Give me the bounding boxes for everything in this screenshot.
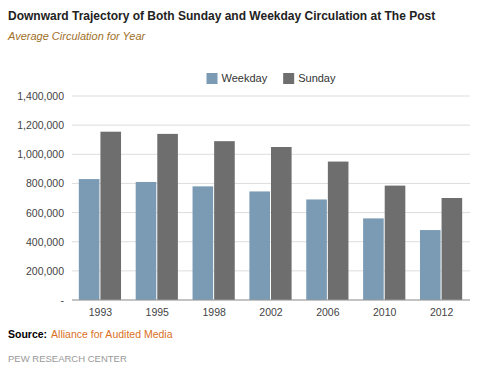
y-tick-label: 600,000 bbox=[26, 207, 64, 219]
grid bbox=[72, 96, 470, 300]
bar bbox=[363, 218, 384, 300]
grid-line bbox=[72, 300, 470, 301]
legend-label: Sunday bbox=[298, 72, 336, 84]
y-tick-label: 400,000 bbox=[26, 236, 64, 248]
bar bbox=[136, 182, 157, 300]
bar bbox=[193, 186, 214, 300]
y-tick-label: 1,400,000 bbox=[17, 90, 64, 102]
bar bbox=[420, 230, 441, 300]
legend-swatch bbox=[207, 73, 218, 84]
bar bbox=[385, 186, 406, 300]
x-tick-label: 2010 bbox=[373, 306, 397, 318]
y-tick-label: - bbox=[61, 294, 65, 306]
bar bbox=[442, 198, 463, 300]
x-tick-label: 1998 bbox=[202, 306, 226, 318]
bar bbox=[328, 162, 349, 300]
grid-line bbox=[72, 125, 470, 126]
chart: Downward Trajectory of Both Sunday and W… bbox=[0, 0, 484, 375]
legend: Weekday Sunday bbox=[207, 72, 336, 84]
bar bbox=[100, 132, 121, 300]
source-text: Alliance for Audited Media bbox=[51, 328, 173, 340]
bars bbox=[79, 132, 462, 300]
x-axis-line bbox=[72, 300, 470, 301]
y-tick-label: 800,000 bbox=[26, 177, 64, 189]
x-tick-label: 2012 bbox=[430, 306, 454, 318]
y-tick-label: 1,000,000 bbox=[17, 148, 64, 160]
bar bbox=[214, 141, 235, 300]
chart-container: Downward Trajectory of Both Sunday and W… bbox=[0, 0, 484, 375]
x-tick-label: 2006 bbox=[316, 306, 340, 318]
grid-line bbox=[72, 96, 470, 97]
x-tick-label: 1995 bbox=[146, 306, 170, 318]
footer: PEW RESEARCH CENTER bbox=[8, 353, 127, 364]
source-label: Source: bbox=[8, 328, 47, 340]
bar bbox=[157, 134, 178, 300]
x-tick-label: 1993 bbox=[89, 306, 113, 318]
bar bbox=[79, 179, 100, 300]
x-tick-label: 2002 bbox=[259, 306, 283, 318]
x-axis: 1993 1995 1998 2002 2006 2010 2012 bbox=[89, 306, 454, 318]
legend-swatch bbox=[283, 73, 294, 84]
subtitle: Average Circulation for Year bbox=[7, 30, 147, 42]
title: Downward Trajectory of Both Sunday and W… bbox=[8, 9, 435, 23]
bar bbox=[249, 191, 270, 300]
bar bbox=[306, 199, 327, 300]
y-tick-label: 1,200,000 bbox=[17, 119, 64, 131]
y-tick-label: 200,000 bbox=[26, 265, 64, 277]
bar bbox=[271, 147, 292, 300]
legend-label: Weekday bbox=[222, 72, 268, 84]
y-axis: - 200,000 400,000 600,000 800,000 1,000,000 1,… bbox=[17, 90, 64, 306]
